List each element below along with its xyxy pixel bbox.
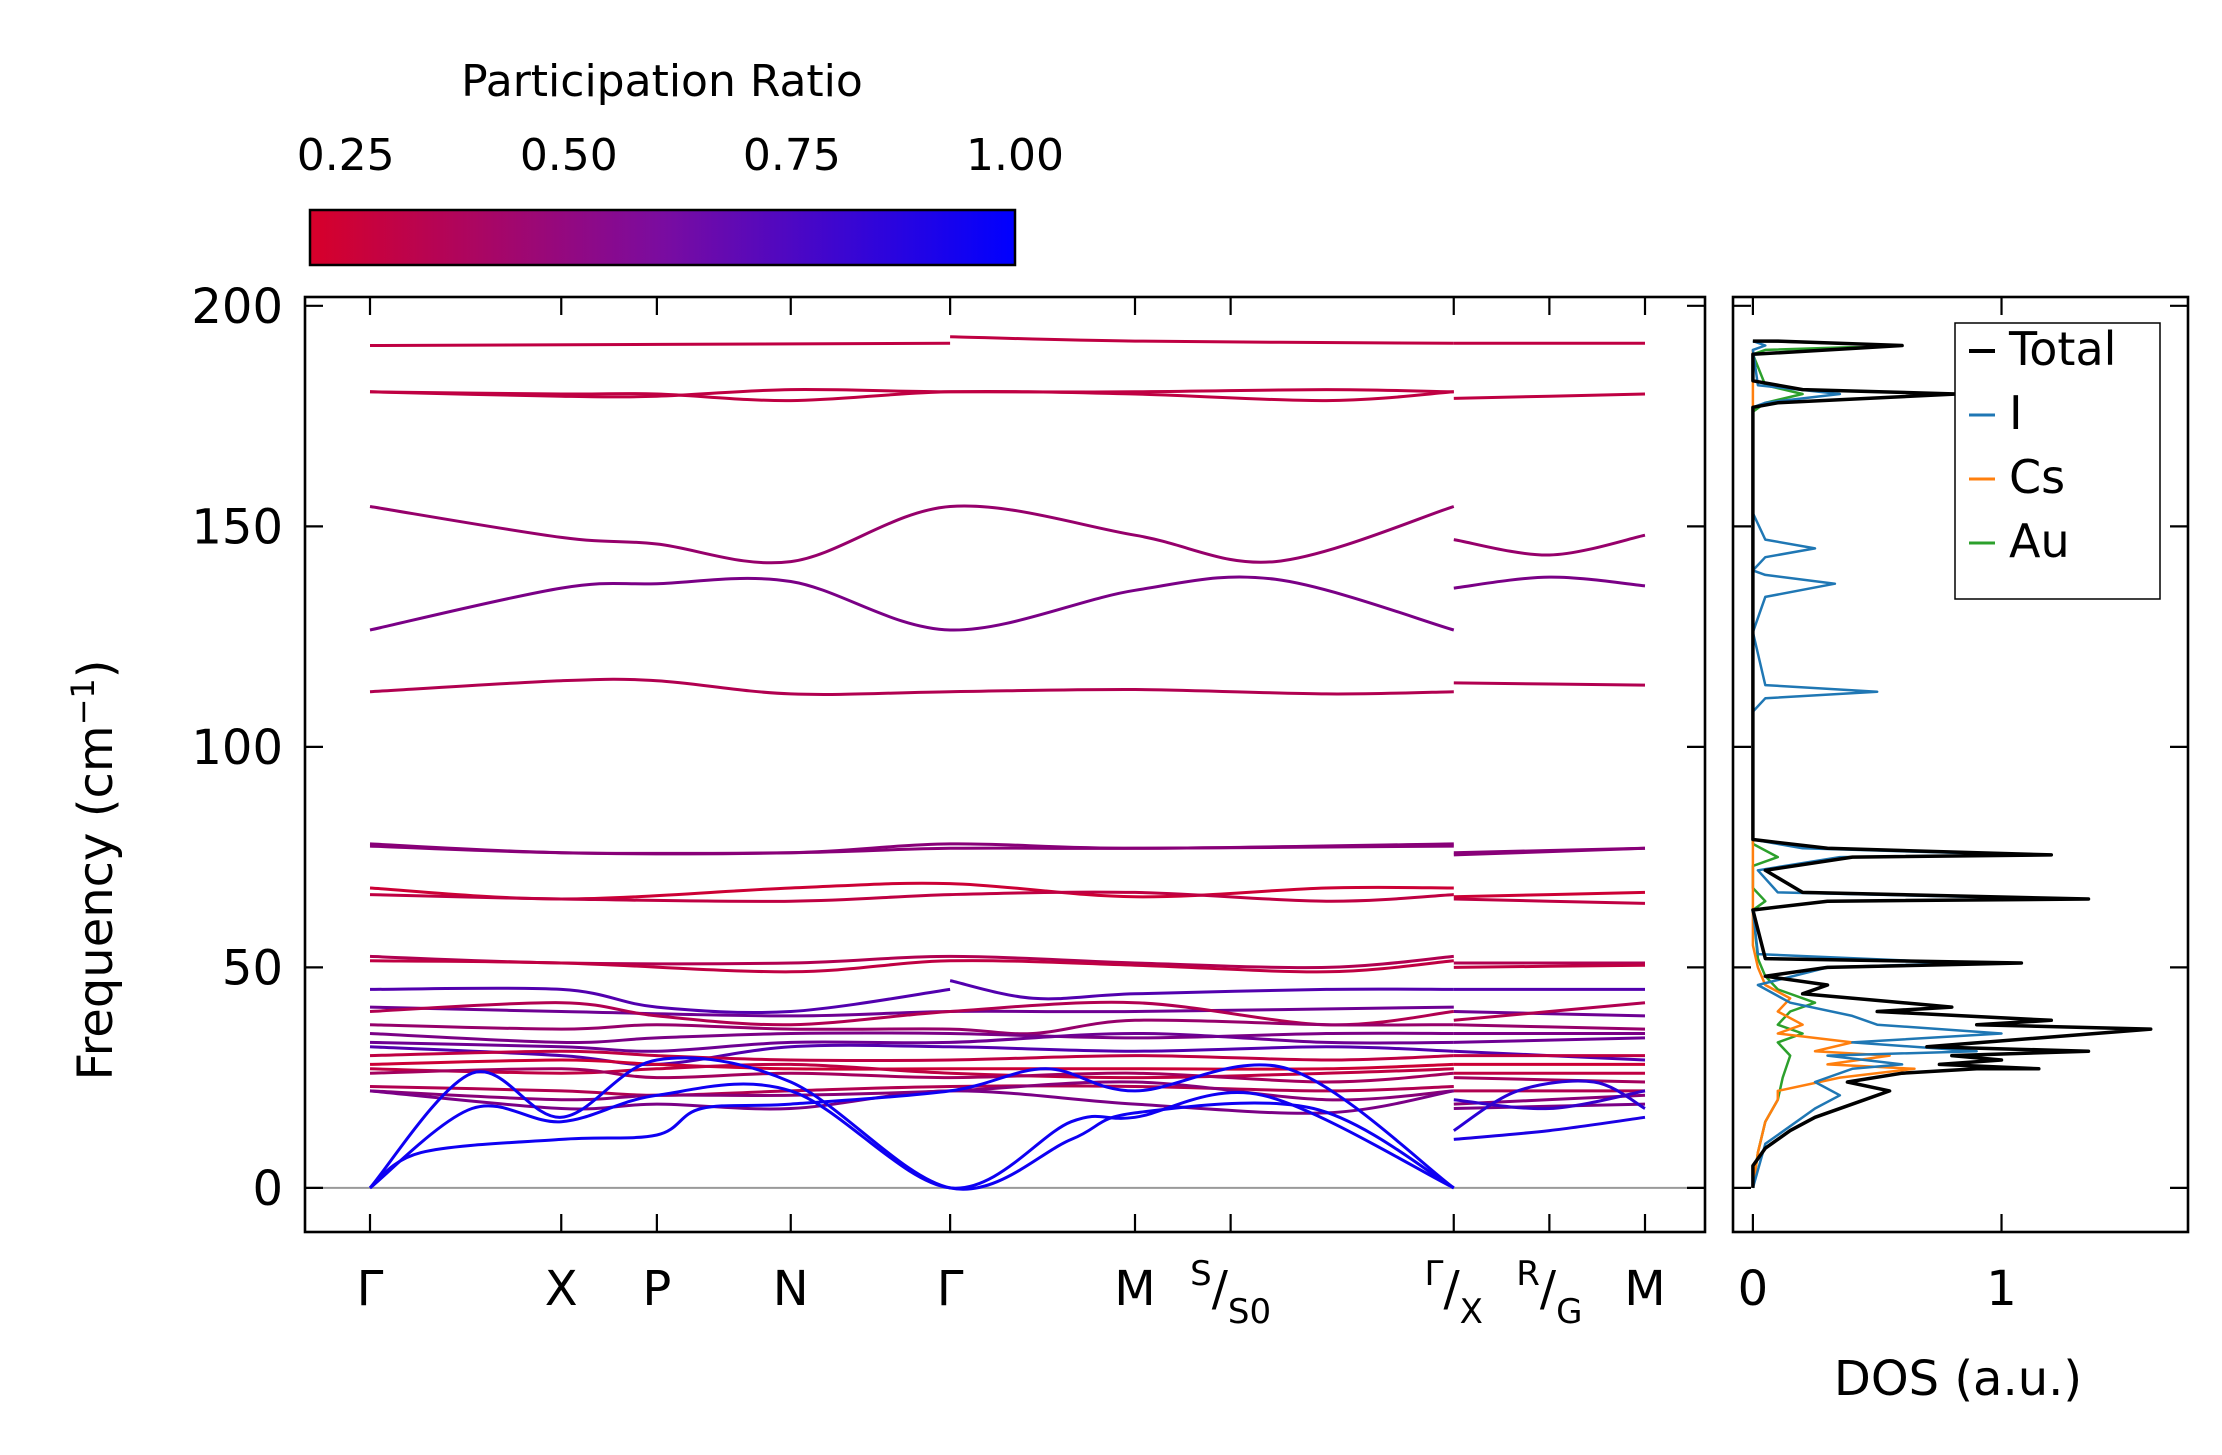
x-tick-label: X xyxy=(545,1261,578,1317)
band-line-band-acoustic-6 xyxy=(1453,1089,1646,1111)
y-tick-label: 150 xyxy=(191,499,283,555)
legend-box xyxy=(1954,322,2161,600)
legend-label-au: Au xyxy=(2009,514,2070,568)
colorbar-tick-label: 0.50 xyxy=(520,130,618,181)
x-tick-label: S/S0 xyxy=(1190,1254,1271,1332)
band-line-band-acoustic-4 xyxy=(1453,1115,1646,1141)
band-line-band-26 xyxy=(369,1067,1454,1084)
dos-line-au xyxy=(1751,339,1904,1189)
dos-legend: Total I Cs Au xyxy=(1954,322,2161,600)
band-line-band-32 xyxy=(369,1043,1454,1067)
colorbar-ticks: 0.25 0.50 0.75 1.00 xyxy=(297,130,1064,265)
band-line-band-126 xyxy=(1453,575,1646,590)
band-lines xyxy=(305,335,1705,1191)
colorbar-gradient xyxy=(308,208,1017,267)
x-tick-label: Γ xyxy=(357,1261,384,1317)
band-line-band-68a xyxy=(1453,890,1646,899)
x-tick-label-slash: / xyxy=(1540,1261,1557,1317)
band-line-band-191 xyxy=(369,341,951,347)
colorbar-tick-label: 0.25 xyxy=(297,130,395,181)
x-tick-label-slash: / xyxy=(1212,1261,1229,1317)
x-tick-label: Γ xyxy=(937,1261,964,1317)
band-line-band-45 xyxy=(949,979,1454,1001)
dos-axes-frame xyxy=(1731,295,2190,1234)
colorbar: Participation Ratio 0.25 0.50 0.75 1.00 xyxy=(297,56,1064,267)
band-line-band-180b xyxy=(369,389,1454,403)
x-tick-label-sup: R xyxy=(1516,1254,1540,1294)
colorbar-label: Participation Ratio xyxy=(461,56,863,107)
band-line-band-33 xyxy=(369,1031,1454,1053)
x-tick-label-sub: G xyxy=(1556,1292,1582,1332)
x-tick-label-sup: Γ xyxy=(1425,1254,1444,1294)
band-line-band-40 xyxy=(369,1000,1454,1027)
band-line-band-22 xyxy=(369,1080,1454,1102)
y-tick-label: 50 xyxy=(222,940,283,996)
band-y-ticks: 0 50 100 150 200 xyxy=(191,279,1705,1217)
band-line-band-22 xyxy=(1453,1093,1646,1106)
band-line-band-37 xyxy=(1453,1023,1646,1031)
band-line-band-40 xyxy=(1453,1001,1646,1022)
x-tick-label-sub: X xyxy=(1460,1292,1483,1332)
y-tick-label: 100 xyxy=(191,720,283,776)
colorbar-tick-label: 1.00 xyxy=(966,130,1064,181)
dos-line-total xyxy=(1751,339,2153,1188)
band-line-band-acoustic-3 xyxy=(368,1056,1455,1191)
colorbar-tick-label: 0.75 xyxy=(743,130,841,181)
x-tick-label-sup: S xyxy=(1190,1254,1212,1294)
dos-line-cs xyxy=(1751,349,1916,1189)
band-line-band-180a xyxy=(369,387,1454,399)
band-line-band-180a xyxy=(1453,392,1646,400)
x-tick-label: Γ/X xyxy=(1425,1254,1483,1332)
band-x-ticks: Γ X P N Γ M S/S0Γ/XR/G M xyxy=(357,297,1666,1332)
band-line-band-30 xyxy=(369,1049,1454,1063)
band-line-band-acoustic-2 xyxy=(369,1082,1455,1190)
band-line-band-45 xyxy=(369,986,951,1015)
band-line-band-opt-low xyxy=(1453,1102,1646,1110)
legend-label-i: I xyxy=(2009,386,2023,440)
band-line-band-126 xyxy=(369,575,1455,632)
band-line-band-51b xyxy=(1453,963,1646,969)
band-line-band-66b xyxy=(1453,897,1646,905)
x-tick-label: P xyxy=(642,1261,671,1317)
y-tick-label: 200 xyxy=(191,279,283,335)
y-tick-label: 0 xyxy=(252,1161,283,1217)
legend-label-cs: Cs xyxy=(2009,450,2065,504)
band-line-band-51b xyxy=(369,959,1454,974)
x-tick-label: N xyxy=(773,1261,809,1317)
band-line-band-77b xyxy=(1453,846,1646,857)
band-line-band-112 xyxy=(1453,681,1646,687)
band-line-band-154 xyxy=(369,504,1455,565)
band-line-band-acoustic-5 xyxy=(1452,1079,1646,1132)
band-line-band-33 xyxy=(1453,1036,1646,1044)
band-line-band-37 xyxy=(369,1018,1454,1036)
dos-lines xyxy=(1751,339,2153,1189)
dos-x-tick-label: 0 xyxy=(1738,1261,1769,1317)
y-axis-label: Frequency (cm−1) xyxy=(64,659,124,1080)
band-line-band-acoustic-1 xyxy=(369,1063,1455,1190)
band-axes-frame xyxy=(303,295,1707,1234)
band-line-band-26 xyxy=(1453,1076,1646,1084)
x-tick-label: R/G xyxy=(1516,1254,1582,1332)
x-tick-label-slash: / xyxy=(1443,1261,1460,1317)
x-tick-label: M xyxy=(1624,1261,1665,1317)
band-line-band-77b xyxy=(369,844,1454,855)
band-line-band-154 xyxy=(1453,533,1646,557)
band-line-band-35 xyxy=(369,1031,1454,1044)
x-tick-label: M xyxy=(1114,1261,1155,1317)
legend-label-total: Total xyxy=(2008,322,2116,376)
band-line-band-112 xyxy=(369,677,1454,696)
band-line-band-23 xyxy=(369,1084,1454,1097)
band-line-band-193 xyxy=(950,335,1454,345)
dos-x-axis-label: DOS (a.u.) xyxy=(1834,1351,2082,1407)
band-line-band-41 xyxy=(1453,1010,1646,1018)
band-line-band-66b xyxy=(369,890,1454,903)
x-tick-label-sub: S0 xyxy=(1228,1292,1271,1332)
dos-x-tick-label: 1 xyxy=(1986,1261,2017,1317)
